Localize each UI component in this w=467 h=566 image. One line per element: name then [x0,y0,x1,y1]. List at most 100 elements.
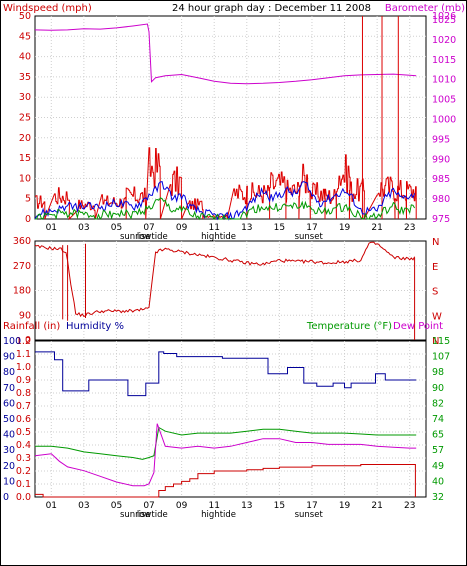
compass-tick-label: N [432,237,439,248]
right-tick-label: 82 [432,398,444,409]
right-tick-label: 40 [432,476,444,487]
annotation-label: hightide [201,510,236,520]
barometer-line [34,23,417,85]
left-tick-label: 0.6 [16,414,31,425]
x-tick-label: 05 [111,223,122,233]
annotation-label: sunset [295,232,324,242]
right-tick-label: 1005 [432,95,456,106]
right-tick-label: 985 [432,174,450,185]
wind-gust-line [35,147,417,221]
annotation-label: sunrise [120,510,151,520]
right-tick-label: 107 [432,352,450,363]
left-tick-label: 0 [25,335,31,346]
x-tick-label: 21 [371,223,382,233]
humidity-tick-label: 20 [3,461,15,472]
humidity-tick-label: 80 [3,367,15,378]
left-tick-label: 1.1 [16,349,31,360]
left-tick-label: 0.8 [16,388,31,399]
left-tick-label: 0.2 [16,466,31,477]
left-tick-label: 0.3 [16,453,31,464]
graph-title: 24 hour graph day : December 11 2008 [172,3,371,14]
left-tick-label: 0.4 [16,440,31,451]
temperature-line [35,426,417,460]
right-tick-label: 1000 [432,114,456,125]
rainfall-line [35,464,416,498]
left-tick-label: 0.9 [16,375,31,386]
annotation-label: lowtide [137,510,168,520]
right-tick-label: 990 [432,154,450,165]
left-tick-label: 50 [19,11,31,22]
humidity-tick-label: 90 [3,352,15,363]
left-tick-label: 0.1 [16,479,31,490]
x-tick-label: 17 [306,501,317,511]
wind-average-line [34,180,416,221]
left-tick-label: 20 [19,133,31,144]
compass-tick-label: N [432,336,439,347]
left-tick-label: 35 [19,72,31,83]
dewpoint-axis-label: Dew Point [393,321,443,332]
right-tick-label: 65 [432,430,444,441]
x-tick-label: 01 [46,501,57,511]
left-tick-label: 0.5 [16,427,31,438]
right-tick-label: 49 [432,461,444,472]
x-tick-label: 23 [404,223,415,233]
x-tick-label: 13 [241,223,252,233]
x-tick-label: 19 [339,223,351,233]
humidity-tick-label: 30 [3,445,15,456]
right-tick-label: 115 [432,336,450,347]
x-tick-label: 17 [306,223,317,233]
right-tick-label: 995 [432,134,450,145]
left-tick-label: 180 [13,286,31,297]
x-tick-label: 13 [241,501,252,511]
annotation-label: hightide [201,232,236,242]
x-tick-label: 21 [371,501,382,511]
left-tick-label: 25 [19,113,31,124]
x-tick-label: 01 [46,223,57,233]
x-tick-label: 03 [78,501,89,511]
x-tick-label: 05 [111,501,122,511]
left-tick-label: 1.0 [16,362,31,373]
x-tick-label: 09 [176,501,188,511]
humidity-line [35,351,417,397]
left-tick-label: 360 [13,236,31,247]
annotation-label: sunrise [120,232,151,242]
right-tick-label: 980 [432,194,450,205]
right-tick-label: 32 [432,492,444,503]
left-tick-label: 45 [19,31,31,42]
left-tick-label: 1.2 [16,336,31,347]
compass-tick-label: E [432,262,438,273]
left-tick-label: 15 [19,153,31,164]
right-tick-label: 57 [432,445,444,456]
left-tick-label: 30 [19,92,31,103]
rainfall-axis-label: Rainfall (in) [3,321,60,332]
humidity-axis-label: Humidity % [66,321,124,332]
left-tick-label: 0 [25,214,31,225]
humidity-tick-label: 60 [3,398,15,409]
humidity-tick-label: 40 [3,430,15,441]
right-tick-label: 1010 [432,75,456,86]
left-tick-label: 90 [19,310,31,321]
left-tick-label: 5 [25,194,31,205]
humidity-tick-label: 10 [3,476,15,487]
left-tick-label: 0.0 [16,492,31,503]
compass-tick-label: S [432,287,438,298]
x-tick-label: 09 [176,223,188,233]
right-tick-label: 98 [432,367,444,378]
left-tick-label: 0.7 [16,401,31,412]
dew_point-line [34,423,417,487]
humidity-tick-label: 0 [3,492,9,503]
humidity-tick-label: 100 [3,336,21,347]
right-tick-label: 90 [432,383,444,394]
left-tick-label: 270 [13,261,31,272]
windspeed-axis-label: Windspeed (mph) [3,3,92,14]
right-tick-label: 975 [432,214,450,225]
right-tick-label: 1025 [432,15,456,26]
wind-direction-line [34,241,416,318]
temperature-axis-label: Temperature (°F) [306,321,392,332]
x-tick-label: 07 [143,501,154,511]
x-tick-label: 11 [208,501,219,511]
right-tick-label: 1026 [432,11,456,22]
barometer-axis-label: Barometer (mb) [385,3,465,14]
right-tick-label: 1020 [432,35,456,46]
left-tick-label: 40 [19,52,31,63]
